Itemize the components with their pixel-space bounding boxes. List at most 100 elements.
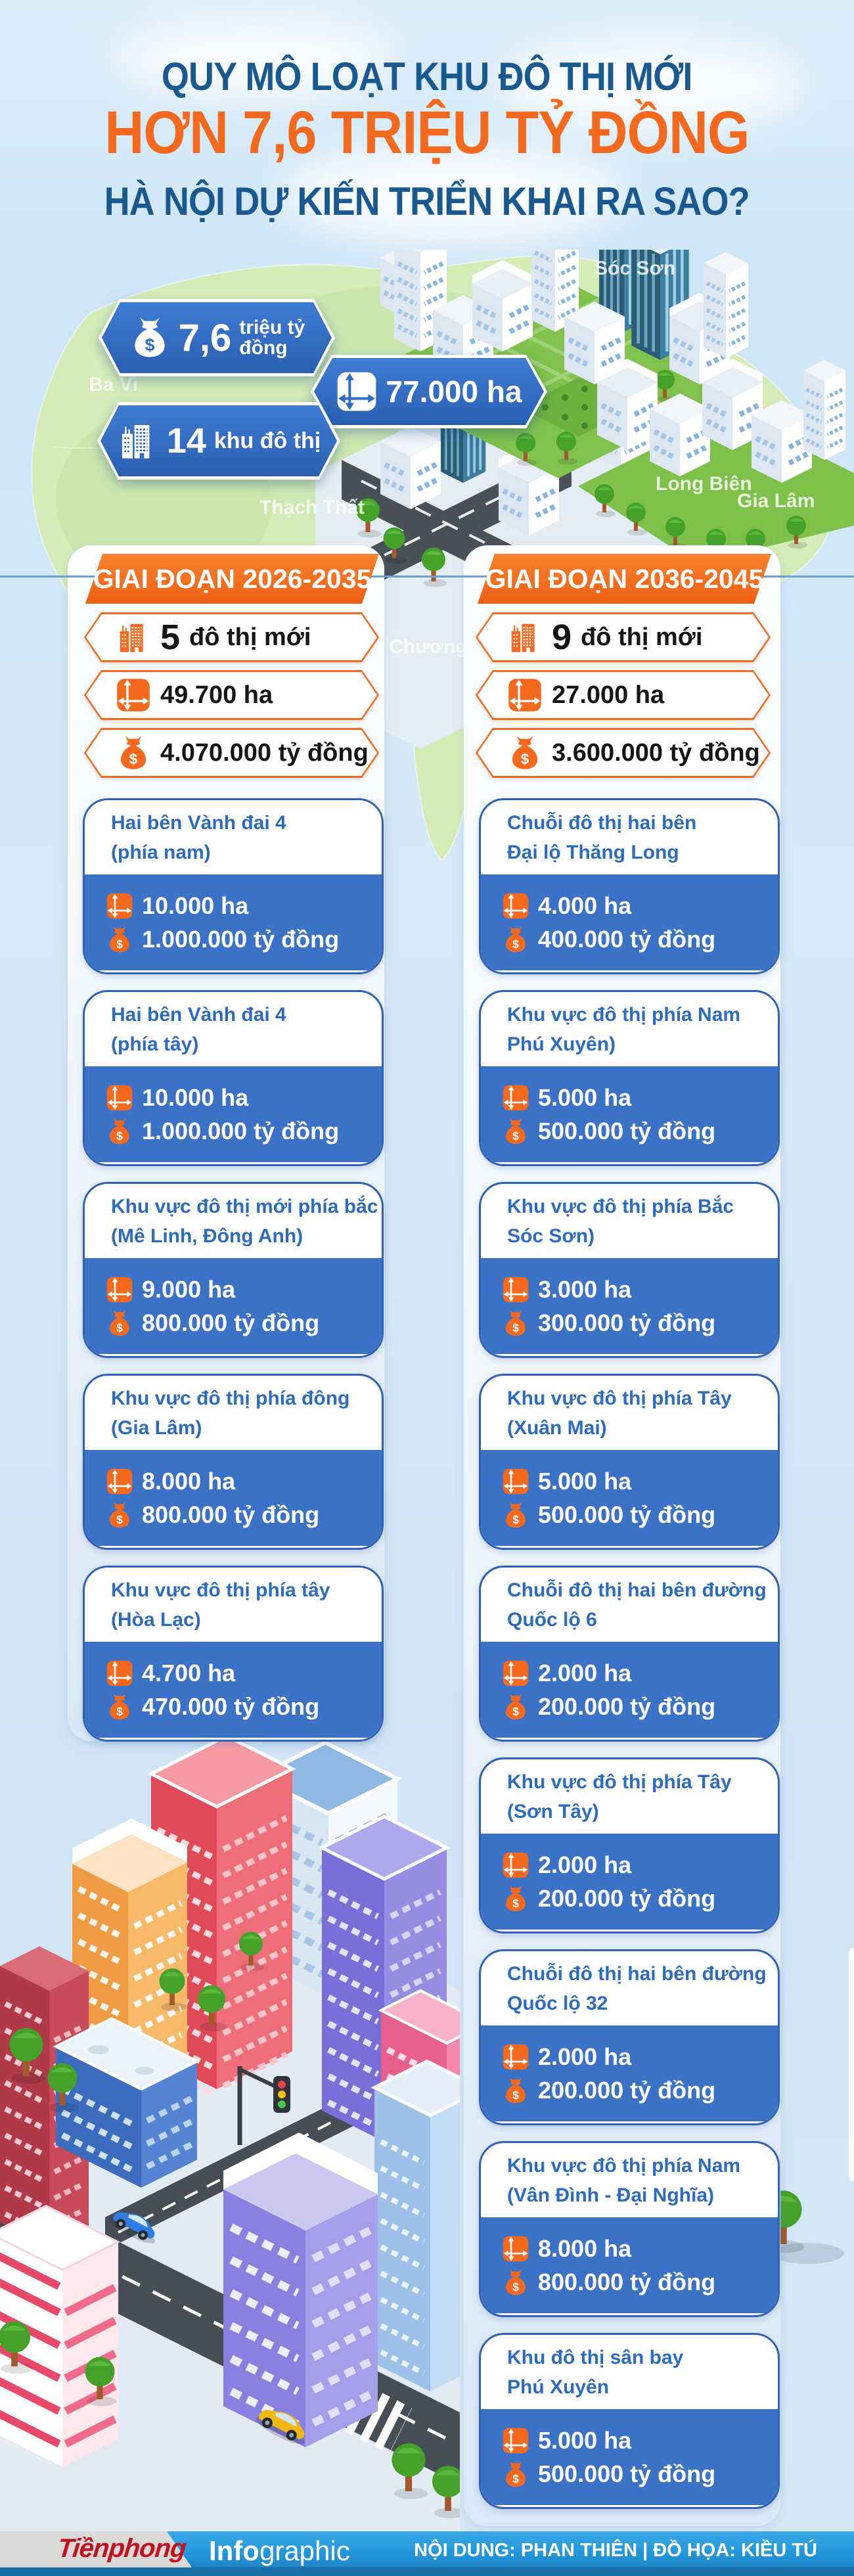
area-icon <box>336 371 378 413</box>
project-title: Khu vực đô thị phía đông (Gia Lâm) <box>111 1387 350 1439</box>
area-icon <box>502 1275 529 1303</box>
project-stats: 5.000 ha 500.000 tỷ đồng <box>481 2409 778 2505</box>
project-card: Khu vực đô thị phía Bắc Sóc Sơn) 3.000 ha… <box>479 1182 780 1358</box>
area-icon <box>106 1659 133 1687</box>
horizontal-divider-line <box>0 576 854 577</box>
footer-credits: NỘI DUNG: PHAN THIÊN | ĐỒ HỌA: KIỀU TÚ <box>414 2540 817 2561</box>
project-stats: 10.000 ha 1.000.000 tỷ đồng <box>85 1066 382 1162</box>
page-title-line1: QUY MÔ LOẠT KHU ĐÔ THỊ MỚI <box>162 55 693 99</box>
area-icon <box>502 2234 529 2263</box>
phase1-stat-area: 49.700 ha <box>84 670 379 720</box>
area-icon <box>116 677 151 713</box>
money-bag-icon <box>506 1309 526 1336</box>
area-icon <box>106 892 133 920</box>
project-stats: 2.000 ha 200.000 tỷ đồng <box>481 1834 778 1930</box>
city-illustration-bottom <box>0 1729 460 2536</box>
phase2-stat-cities: 9 đô thị mới <box>476 612 771 662</box>
project-title: Khu đô thị sân bay Phú Xuyên <box>507 2346 684 2398</box>
urban-count-label: khu đô thị <box>214 428 321 453</box>
money-bag-icon <box>110 1501 129 1527</box>
footer-logo-background <box>0 2531 192 2567</box>
map-label-ba-vi: Ba Vì <box>89 374 138 395</box>
phase2-stat-capital: 3.600.000 tỷ đồng <box>476 728 771 778</box>
phase1-banner: GIAI ĐOẠN 2026-2035 <box>85 554 379 604</box>
project-card: Khu vực đô thị mới phía bắc (Mê Linh, Đôn… <box>83 1182 384 1358</box>
cloud-shape <box>499 39 801 131</box>
building <box>223 2133 378 2447</box>
building <box>371 2059 460 2391</box>
project-card: Chuỗi đô thị hai bên đường Quốc lộ 6 2.00… <box>479 1566 780 1742</box>
project-title: Chuỗi đô thị hai bên đường Quốc lộ 6 <box>507 1579 767 1631</box>
infographic-wordmark: Infographic <box>209 2535 350 2566</box>
project-stats: 2.000 ha 200.000 tỷ đồng <box>481 2025 778 2121</box>
money-bag-icon <box>506 1693 526 1719</box>
phase1-stat-cities: 5 đô thị mới <box>84 612 379 662</box>
area-icon <box>507 677 543 713</box>
traffic-light <box>237 2066 290 2145</box>
project-title: Hai bên Vành đai 4 (phía tây) <box>111 1003 286 1055</box>
buildings-icon <box>121 424 150 460</box>
urban-count-value: 14 <box>166 421 206 461</box>
investment-badge: 7,6 triệu tỷ đồng <box>99 299 335 376</box>
area-badge: 77.000 ha <box>311 355 547 428</box>
area-icon <box>502 1659 529 1687</box>
area-icon <box>502 892 529 920</box>
investment-value: 7,6 <box>178 316 232 359</box>
project-stats: 3.000 ha 300.000 tỷ đồng <box>481 1258 778 1354</box>
area-icon <box>106 1275 133 1303</box>
project-title: Khu vực đô thị phía Tây (Xuân Mai) <box>507 1387 732 1439</box>
project-title: Khu vực đô thị phía Nam Phú Xuyên) <box>507 1003 741 1055</box>
project-stats: 8.000 ha 800.000 tỷ đồng <box>481 2217 778 2313</box>
area-icon <box>502 2426 529 2454</box>
money-bag-icon <box>506 1118 526 1144</box>
project-card: Khu vực đô thị phía đông (Gia Lâm) 8.000 … <box>83 1374 384 1550</box>
area-icon <box>502 1467 529 1495</box>
area-value: 77.000 ha <box>386 374 522 409</box>
project-title: Chuỗi đô thị hai bên đường Quốc lộ 32 <box>507 1962 767 2014</box>
project-card: Hai bên Vành đai 4 (phía nam) 10.000 ha 1… <box>83 798 384 974</box>
project-stats: 8.000 ha 800.000 tỷ đồng <box>85 1450 382 1546</box>
investment-unit: triệu tỷ đồng <box>239 316 305 359</box>
page-title-line3: HÀ NỘI DỰ KIẾN TRIỂN KHAI RA SAO? <box>104 179 750 223</box>
project-stats: 5.000 ha 500.000 tỷ đồng <box>481 1450 778 1546</box>
cloud-shape <box>282 145 624 243</box>
area-icon <box>502 2043 529 2071</box>
project-card: Khu vực đô thị phía Tây (Xuân Mai) 5.000 … <box>479 1374 780 1550</box>
money-bag-icon <box>506 2460 526 2487</box>
building <box>0 2204 121 2467</box>
map-label-thach-that: Thạch Thất <box>259 497 365 518</box>
project-card: Khu vực đô thị phía Tây (Sơn Tây) 2.000 h… <box>479 1757 780 1933</box>
phase2-stat-area: 27.000 ha <box>476 670 771 720</box>
project-stats: 2.000 ha 200.000 tỷ đồng <box>481 1642 778 1738</box>
right-edge-panel <box>849 1948 854 2181</box>
cloud-shape <box>118 20 394 99</box>
tienphong-logo: Tiềnphong <box>56 2534 188 2563</box>
project-card: Khu đô thị sân bay Phú Xuyên 5.000 ha 500… <box>479 2333 780 2509</box>
money-bag-icon <box>110 1118 129 1144</box>
project-title: Khu vực đô thị phía tây (Hòa Lạc) <box>111 1579 330 1631</box>
project-title: Khu vực đô thị mới phía bắc (Mê Linh, Đôn… <box>111 1195 378 1247</box>
building <box>53 2017 200 2188</box>
money-bag-icon <box>506 2269 526 2295</box>
money-bag-icon <box>506 2077 526 2103</box>
project-stats: 4.700 ha 470.000 tỷ đồng <box>85 1642 382 1738</box>
footer-bar: Tiềnphong Infographic NỘI DUNG: PHAN THI… <box>0 2531 854 2576</box>
money-bag-icon <box>110 1693 129 1719</box>
money-bag-icon <box>506 1501 526 1527</box>
map-label-gia-lam: Gia Lâm <box>737 490 815 512</box>
project-card: Khu vực đô thị phía Nam (Vân Đình - Đại N… <box>479 2141 780 2317</box>
buildings-icon <box>119 623 144 653</box>
tree-deco-right <box>764 2190 844 2264</box>
money-bag-icon <box>120 736 146 769</box>
urban-count-badge: 14 khu đô thị <box>97 402 340 480</box>
money-bag-icon <box>134 317 165 357</box>
area-icon <box>106 1083 133 1112</box>
money-bag-icon <box>110 1309 129 1336</box>
project-title: Khu vực đô thị phía Bắc Sóc Sơn) <box>507 1195 734 1247</box>
project-card: Chuỗi đô thị hai bên Đại lộ Thăng Long 4.… <box>479 798 780 974</box>
project-title: Hai bên Vành đai 4 (phía nam) <box>111 811 286 863</box>
area-icon <box>106 1467 133 1495</box>
project-card: Chuỗi đô thị hai bên đường Quốc lộ 32 2.0… <box>479 1949 780 2125</box>
project-card: Khu vực đô thị phía Nam Phú Xuyên) 5.000 … <box>479 990 780 1166</box>
